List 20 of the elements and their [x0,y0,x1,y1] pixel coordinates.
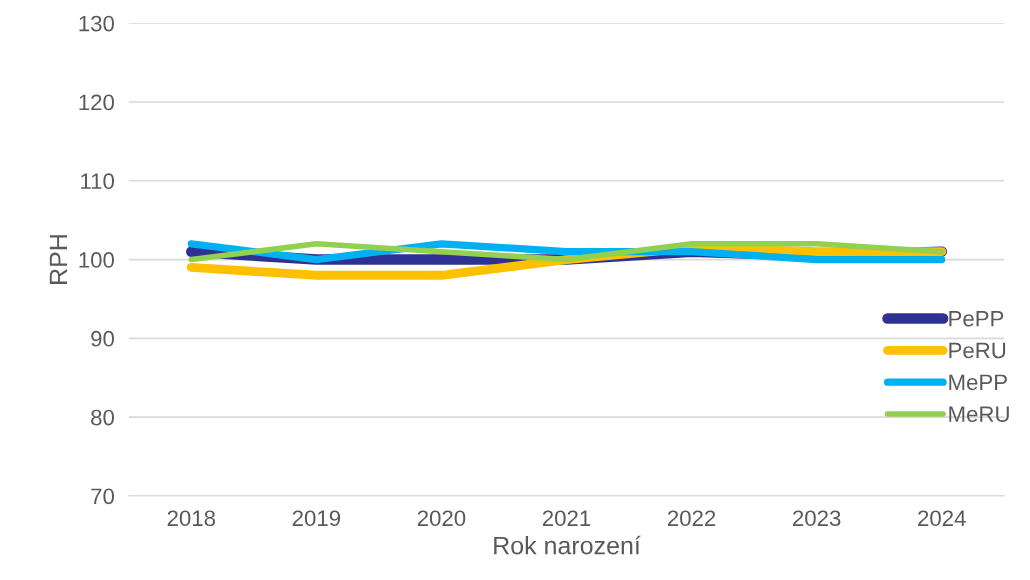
x-tick-label: 2024 [918,510,966,527]
x-tick-label: 2021 [542,510,591,527]
y-axis-title: RPH [49,235,68,284]
x-axis-title: Rok narození [494,535,641,555]
legend-label: PePP [949,310,1004,327]
y-tick-label: 120 [79,94,114,111]
y-tick-label: 100 [79,252,114,268]
legend-label: MePP [949,374,1007,391]
y-tick-label: 90 [91,330,114,347]
legend-label: PeRU [949,342,1006,359]
y-tick-label: 130 [79,15,114,32]
x-tick-label: 2019 [292,510,341,527]
y-tick-label: 80 [91,409,114,426]
y-tick-label: 110 [81,173,114,190]
legend-label: MeRU [949,406,1009,422]
x-tick-label: 2020 [417,510,466,527]
x-tick-label: 2023 [793,510,841,527]
x-tick-label: 2022 [667,510,716,527]
x-tick-label: 2018 [167,510,216,527]
y-tick-label: 70 [91,488,114,505]
